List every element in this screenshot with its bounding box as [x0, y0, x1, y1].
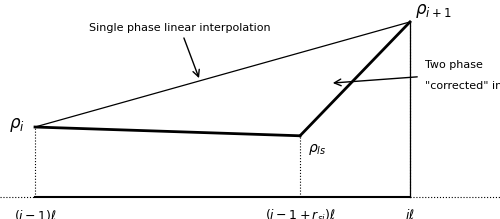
Text: $\rho_i$: $\rho_i$	[10, 116, 25, 134]
Text: $\rho_{ls}$: $\rho_{ls}$	[308, 142, 326, 157]
Text: "corrected" interpolation: "corrected" interpolation	[425, 81, 500, 91]
Text: $(i-1+r_{si})\ell$: $(i-1+r_{si})\ell$	[264, 208, 336, 219]
Text: $(i-1)\ell$: $(i-1)\ell$	[14, 208, 56, 219]
Text: $\rho_{i+1}$: $\rho_{i+1}$	[415, 2, 452, 20]
Text: $i\ell$: $i\ell$	[405, 208, 415, 219]
Text: Two phase: Two phase	[425, 60, 483, 70]
Text: Single phase linear interpolation: Single phase linear interpolation	[89, 23, 271, 77]
